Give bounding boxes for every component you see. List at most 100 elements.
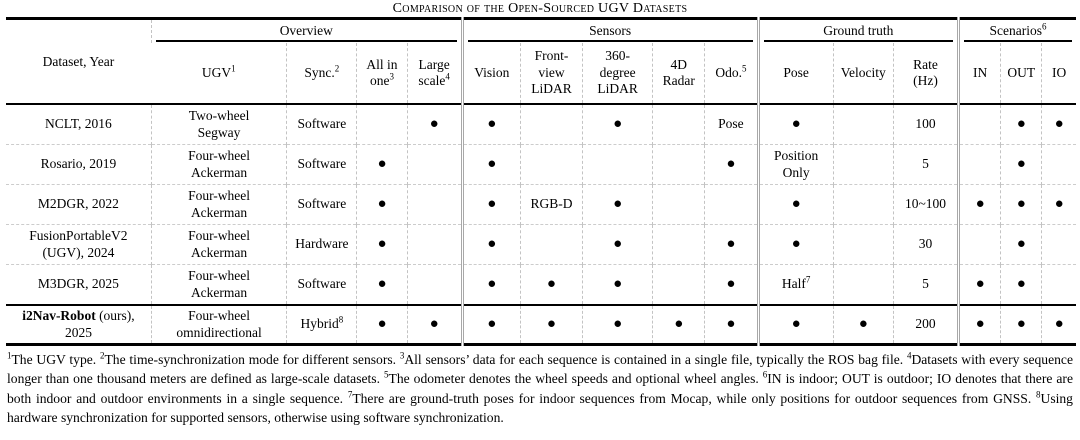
data-cell xyxy=(406,224,463,265)
data-cell: Four-wheel Ackerman xyxy=(150,144,287,185)
dot-marker: ● xyxy=(356,144,408,185)
table-row: Rosario, 2019 Four-wheel Ackerman Software ●… xyxy=(6,144,1076,185)
dataset-cell: NCLT, 2016 xyxy=(45,116,112,132)
dot-marker: ● xyxy=(704,144,759,185)
column-header: All in one3 xyxy=(356,43,408,105)
column-header: IO xyxy=(1041,43,1076,105)
data-cell: Four-wheel Ackerman xyxy=(150,184,287,225)
data-cell xyxy=(652,224,705,265)
dot-marker: ● xyxy=(356,184,408,225)
data-cell: Half7 xyxy=(756,264,834,305)
footnotes: 1The UGV type. 2The time-synchronization… xyxy=(7,350,1073,425)
dot-marker: ● xyxy=(1000,104,1042,145)
data-cell: Two-wheel Segway xyxy=(150,104,287,145)
data-cell xyxy=(957,224,1001,265)
dot-marker: ● xyxy=(957,184,1001,225)
table-row: M3DGR, 2025 Four-wheel Ackerman Software ● ● ●… xyxy=(6,264,1076,305)
dot-marker: ● xyxy=(356,264,408,305)
dataset-cell: Rosario, 2019 xyxy=(6,144,152,185)
dot-marker: ● xyxy=(756,104,834,145)
dot-marker: ● xyxy=(460,304,521,345)
dot-marker: ● xyxy=(460,184,521,225)
table-row: i2Nav-Robot (ours), 2025 Four-wheel omnidir… xyxy=(6,304,1076,345)
dot-marker: ● xyxy=(1000,184,1042,225)
data-cell: Software xyxy=(286,144,357,185)
group-header-label: Scenarios6 xyxy=(964,21,1072,42)
dot-marker: ● xyxy=(460,144,521,185)
data-cell: 200 xyxy=(892,304,959,345)
data-cell: Software xyxy=(286,264,357,305)
column-header: Front-view LiDAR xyxy=(519,43,583,105)
column-header: Sync.2 xyxy=(286,43,357,105)
dot-marker: ● xyxy=(756,304,834,345)
data-cell xyxy=(356,104,408,145)
data-cell: 100 xyxy=(892,104,959,145)
data-cell xyxy=(832,184,894,225)
data-cell xyxy=(832,104,894,145)
column-header: 4D Radar xyxy=(652,43,705,105)
table-row: NCLT, 2016 Two-wheel Segway Software ● ● ● Pose… xyxy=(6,104,1076,145)
group-header: Scenarios6 xyxy=(957,18,1076,43)
dot-marker: ● xyxy=(582,264,653,305)
data-cell: 30 xyxy=(892,224,959,265)
dot-marker: ● xyxy=(1041,104,1076,145)
data-cell xyxy=(1041,264,1076,305)
data-cell: Four-wheel omnidirectional xyxy=(150,304,287,345)
data-cell xyxy=(406,184,463,225)
dot-marker: ● xyxy=(756,184,834,225)
dot-marker: ● xyxy=(460,224,521,265)
column-header: IN xyxy=(957,43,1001,105)
dot-marker: ● xyxy=(1000,224,1042,265)
ugv-comparison-table: Dataset, Year Overview Sensors Ground truth… xyxy=(6,17,1076,346)
data-cell xyxy=(832,144,894,185)
group-header-label: Sensors xyxy=(467,21,753,42)
column-header: OUT xyxy=(1000,43,1042,105)
dot-marker: ● xyxy=(460,104,521,145)
data-cell: Four-wheel Ackerman xyxy=(150,264,287,305)
data-cell: Pose xyxy=(704,104,759,145)
data-cell xyxy=(406,264,463,305)
dot-marker: ● xyxy=(356,304,408,345)
data-cell: RGB-D xyxy=(519,184,583,225)
data-cell: Software xyxy=(286,184,357,225)
group-header: Overview xyxy=(150,18,463,43)
data-cell xyxy=(704,184,759,225)
dataset-cell: i2Nav-Robot (ours), 2025 xyxy=(6,304,152,345)
column-header: Pose xyxy=(756,43,834,105)
column-header: Velocity xyxy=(832,43,894,105)
dot-marker: ● xyxy=(406,304,463,345)
data-cell xyxy=(832,264,894,305)
data-cell: Hardware xyxy=(286,224,357,265)
dot-marker: ● xyxy=(582,304,653,345)
table-caption: Comparison of the Open-Sourced UGV Datas… xyxy=(392,1,688,16)
dot-marker: ● xyxy=(1041,184,1076,225)
data-cell xyxy=(519,104,583,145)
data-cell: Software xyxy=(286,104,357,145)
data-cell xyxy=(582,144,653,185)
data-cell: Four-wheel Ackerman xyxy=(150,224,287,265)
dot-marker: ● xyxy=(704,224,759,265)
dot-marker: ● xyxy=(1041,304,1076,345)
data-cell: 10~100 xyxy=(892,184,959,225)
group-header-label: Overview xyxy=(155,21,457,42)
dataset-cell: M2DGR, 2022 xyxy=(6,184,152,225)
data-cell xyxy=(957,104,1001,145)
column-header: Rate (Hz) xyxy=(892,43,959,105)
table-row: M2DGR, 2022 Four-wheel Ackerman Software ● ● R… xyxy=(6,184,1076,225)
data-cell xyxy=(519,144,583,185)
dot-marker: ● xyxy=(582,104,653,145)
dot-marker: ● xyxy=(704,264,759,305)
column-header: UGV1 xyxy=(151,43,287,105)
group-header: Sensors xyxy=(460,18,759,43)
dot-marker: ● xyxy=(1000,264,1042,305)
table-head: Dataset, Year Overview Sensors Ground truth… xyxy=(6,18,1076,105)
data-cell xyxy=(652,264,705,305)
column-header: Large scale4 xyxy=(406,43,463,105)
dot-marker: ● xyxy=(356,224,408,265)
dot-marker: ● xyxy=(519,264,583,305)
corner-header: Dataset, Year xyxy=(6,18,152,105)
group-header-label: Ground truth xyxy=(763,21,954,42)
data-cell xyxy=(519,224,583,265)
dot-marker: ● xyxy=(460,264,521,305)
